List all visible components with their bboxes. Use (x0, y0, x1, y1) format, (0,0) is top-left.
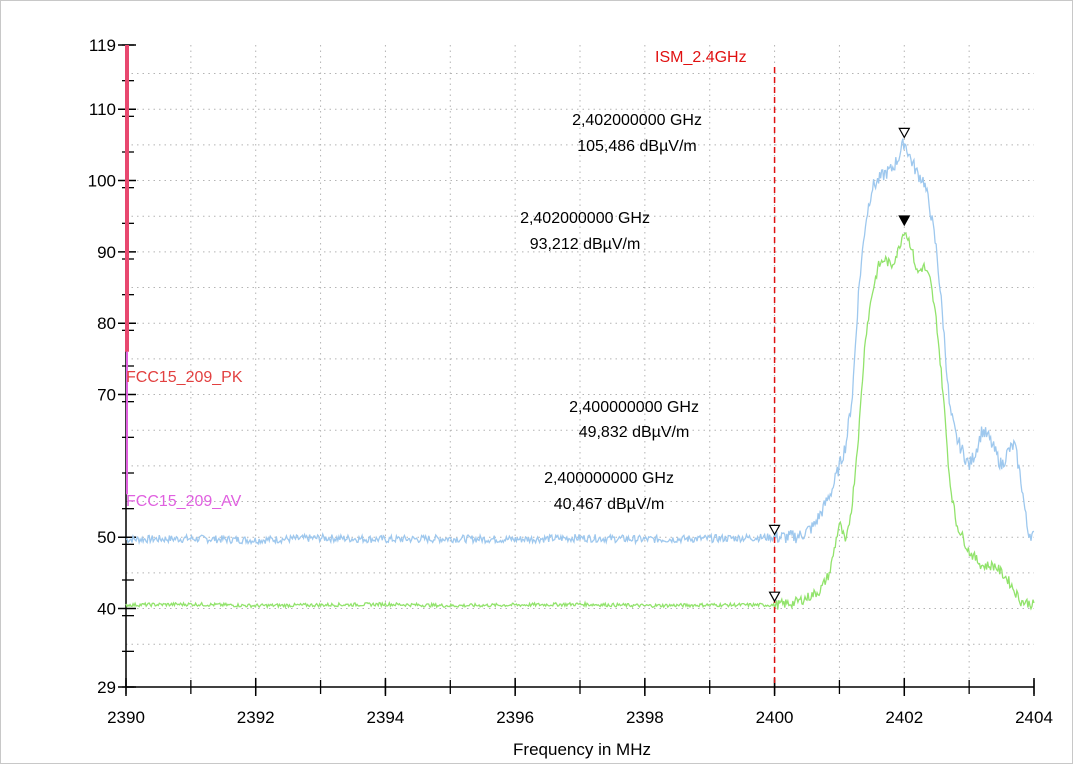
annotation-3-level: 49,832 dBµV/m (579, 424, 690, 441)
x-axis-label: Frequency in MHz (513, 740, 651, 759)
y-tick-label: 110 (89, 100, 116, 119)
x-tick-label: 2404 (1015, 708, 1053, 727)
marker-triangle-4 (768, 591, 781, 603)
x-tick-label: 2394 (367, 708, 405, 727)
measurement-markers (768, 127, 911, 603)
limit-label-av: FCC15_209_AV (126, 493, 242, 510)
axes: 29 40 50 70 80 90 100 110 119 2390 2392 2394 2396 239… (88, 36, 1053, 727)
y-tick-label: 40 (97, 600, 116, 619)
x-tick-label: 2396 (496, 708, 534, 727)
annotation-2-freq: 2,402000000 GHz (520, 210, 650, 227)
y-tick-label: 50 (97, 528, 116, 547)
marker-triangle-3 (768, 524, 781, 536)
x-tick-label: 2392 (237, 708, 275, 727)
annotation-4-level: 40,467 dBµV/m (554, 496, 665, 513)
series-line-1 (125, 138, 1035, 546)
static-labels: Frequency in MHz FCC15_209_PK FCC15_209_… (126, 49, 747, 759)
annotation-1-freq: 2,402000000 GHz (572, 112, 702, 129)
series-line-2 (125, 231, 1035, 611)
limit-label-pk: FCC15_209_PK (126, 369, 243, 386)
annotation-4-freq: 2,400000000 GHz (544, 470, 674, 487)
series-lines (125, 138, 1035, 611)
marker-triangle-2 (898, 215, 911, 227)
y-tick-label: 90 (97, 243, 116, 262)
y-tick-label: 29 (97, 678, 116, 697)
marker-annotations: 2,402000000 GHz 105,486 dBµV/m 2,4020000… (520, 112, 702, 513)
y-tick-label: 80 (97, 314, 116, 333)
y-tick-label: 100 (88, 172, 116, 191)
marker-triangle-1 (898, 127, 911, 139)
x-tick-label: 2400 (756, 708, 794, 727)
annotation-2-level: 93,212 dBµV/m (530, 236, 641, 253)
y-tick-label: 119 (89, 36, 116, 55)
vertical-marker-label: ISM_2.4GHz (655, 49, 747, 66)
x-tick-label: 2398 (626, 708, 664, 727)
x-tick-label: 2402 (885, 708, 923, 727)
annotation-3-freq: 2,400000000 GHz (569, 399, 699, 416)
x-tick-label: 2390 (107, 708, 145, 727)
y-tick-label: 70 (97, 386, 116, 405)
annotation-1-level: 105,486 dBµV/m (577, 138, 697, 155)
